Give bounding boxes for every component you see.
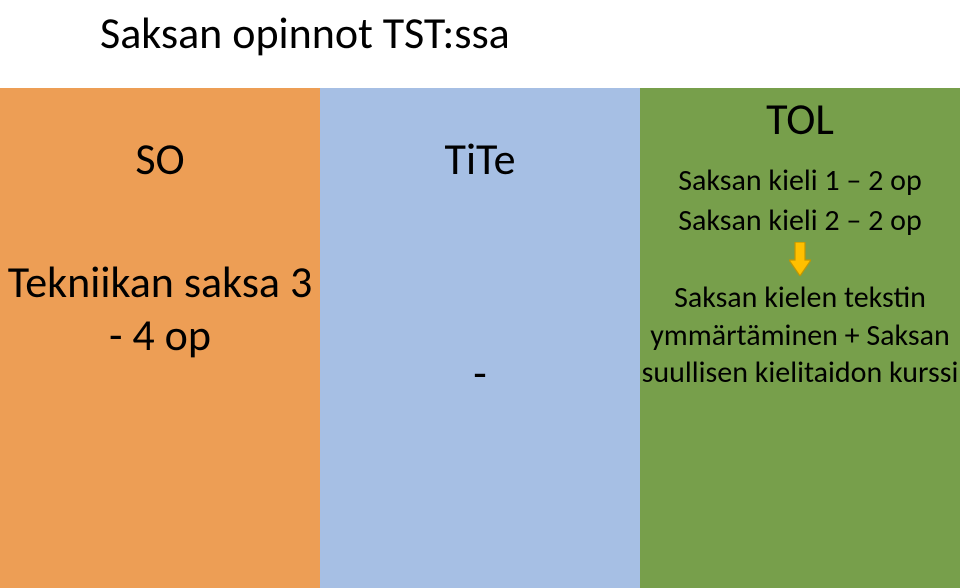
page-title: Saksan opinnot TST:ssa — [0, 6, 960, 60]
tol-line-2: Saksan kieli 2 – 2 op — [678, 202, 921, 240]
tite-heading: TiTe — [445, 132, 516, 186]
tite-body: - — [473, 346, 486, 400]
so-heading: SO — [135, 132, 184, 186]
slide: Saksan opinnot TST:ssa SO Tekniikan saks… — [0, 0, 960, 588]
tol-block: Saksan kielen tekstin ymmärtäminen + Sak… — [640, 279, 960, 392]
column-tite: TiTe - — [320, 88, 640, 588]
column-so: SO Tekniikan saksa 3 - 4 op — [0, 88, 320, 588]
so-body: Tekniikan saksa 3 - 4 op — [0, 256, 320, 362]
column-tol: TOL Saksan kieli 1 – 2 op Saksan kieli 2… — [640, 88, 960, 588]
tol-line-1: Saksan kieli 1 – 2 op — [678, 162, 921, 200]
arrow-down-icon — [789, 242, 811, 276]
tol-heading: TOL — [766, 92, 834, 146]
arrow-down-wrap — [789, 239, 811, 279]
columns: SO Tekniikan saksa 3 - 4 op TiTe - TOL S… — [0, 88, 960, 588]
